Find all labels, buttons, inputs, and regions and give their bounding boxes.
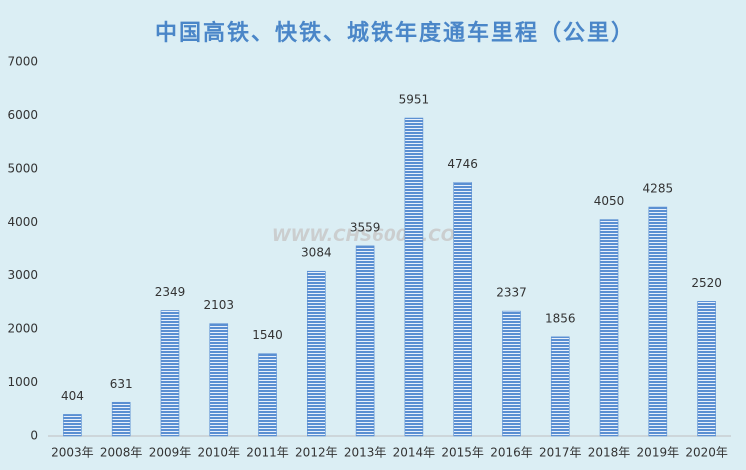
x-tick-label: 2013年 xyxy=(344,446,387,460)
x-tick-label: 2009年 xyxy=(149,446,192,460)
value-label: 1856 xyxy=(545,311,576,325)
x-tick-label: 2019年 xyxy=(637,446,680,460)
bar xyxy=(209,323,229,437)
value-label: 3559 xyxy=(350,220,381,234)
x-tick-label: 2003年 xyxy=(51,446,94,460)
bar xyxy=(160,310,180,437)
bar xyxy=(404,117,424,437)
value-label: 4050 xyxy=(594,194,625,208)
bar xyxy=(453,182,472,437)
value-label: 4285 xyxy=(643,182,674,196)
value-label: 2337 xyxy=(496,286,527,300)
value-label: 5951 xyxy=(399,93,430,107)
x-tick-label: 2008年 xyxy=(100,446,143,460)
x-tick-label: 2014年 xyxy=(393,446,436,460)
x-tick-label: 2010年 xyxy=(197,446,240,460)
x-tick-label: 2011年 xyxy=(246,446,289,460)
value-label: 3084 xyxy=(301,246,332,260)
bar xyxy=(355,245,375,437)
value-label: 404 xyxy=(61,389,84,403)
value-label: 4746 xyxy=(447,157,478,171)
bar xyxy=(258,353,277,437)
value-label: 1540 xyxy=(252,328,283,342)
y-tick-label: 0 xyxy=(30,429,38,443)
x-tick-label: 2020年 xyxy=(685,446,728,460)
bar xyxy=(550,336,570,437)
bar xyxy=(599,219,619,437)
bar xyxy=(307,270,326,437)
x-tick-label: 2012年 xyxy=(295,446,338,460)
bar xyxy=(697,301,716,437)
value-label: 2520 xyxy=(691,276,722,290)
bar xyxy=(648,206,668,437)
y-tick-label: 3000 xyxy=(7,268,38,282)
chart-title: 中国高铁、快铁、城铁年度通车里程（公里） xyxy=(155,20,635,46)
bar xyxy=(502,310,521,437)
bar xyxy=(63,414,82,437)
y-tick-label: 4000 xyxy=(7,215,38,229)
y-tick-label: 2000 xyxy=(7,322,38,336)
y-tick-label: 7000 xyxy=(7,55,38,69)
value-label: 2103 xyxy=(203,298,234,312)
x-tick-label: 2018年 xyxy=(588,446,631,460)
x-tick-label: 2017年 xyxy=(539,446,582,460)
y-tick-label: 6000 xyxy=(7,108,38,122)
x-tick-label: 2016年 xyxy=(490,446,533,460)
x-tick-label: 2015年 xyxy=(441,446,484,460)
bar xyxy=(111,401,131,437)
value-label: 2349 xyxy=(155,285,186,299)
y-tick-label: 5000 xyxy=(7,161,38,175)
value-label: 631 xyxy=(110,377,133,391)
y-tick-label: 1000 xyxy=(7,375,38,389)
